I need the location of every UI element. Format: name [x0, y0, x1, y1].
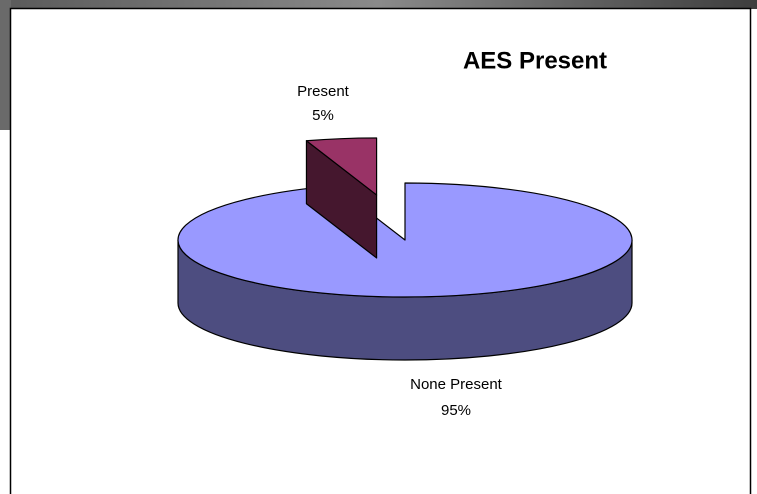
slice-label: None Present: [410, 376, 503, 393]
photo-strip: [0, 0, 757, 9]
slice-value-label: 95%: [441, 402, 471, 419]
pie-slice: [177, 182, 633, 298]
slice-value-label: 5%: [312, 107, 334, 124]
slice-label: Present: [297, 83, 350, 100]
pie-slice: [305, 137, 378, 196]
chart-title: AES Present: [463, 47, 607, 74]
photo-strip: [0, 0, 11, 130]
